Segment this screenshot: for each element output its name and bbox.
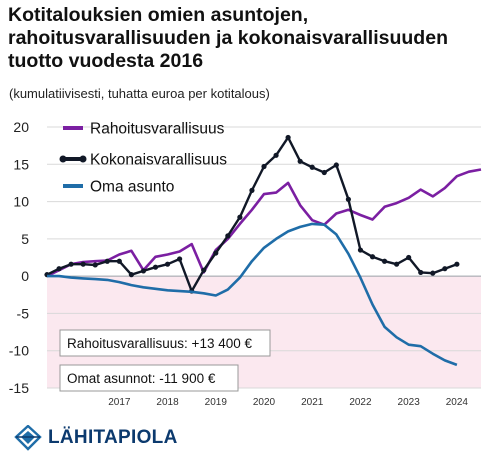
legend-label: Oma asunto (90, 179, 174, 196)
series-line-0 (46, 168, 482, 278)
data-point (261, 163, 267, 170)
data-point (116, 258, 122, 264)
data-point (213, 250, 219, 256)
data-point (454, 261, 460, 267)
legend-label: Rahoitusvarallisuus (90, 121, 225, 138)
data-point (442, 266, 448, 272)
data-point (140, 268, 147, 274)
y-tick-label: -15 (9, 380, 29, 396)
y-tick-label: 5 (21, 231, 29, 247)
x-tick-label: 2018 (156, 397, 179, 408)
x-tick-label: 2023 (398, 397, 421, 408)
data-point (225, 233, 231, 239)
data-point (201, 267, 207, 273)
x-tick-label: 2019 (205, 397, 228, 408)
x-tick-label: 2021 (301, 397, 324, 408)
data-point (381, 258, 388, 264)
data-point (345, 196, 351, 202)
x-tick-label: 2020 (253, 397, 276, 408)
y-tick-label: -10 (9, 343, 29, 359)
data-point (418, 269, 424, 276)
data-point (68, 261, 74, 267)
data-point (430, 270, 436, 276)
data-point (333, 162, 339, 168)
y-tick-label: -5 (17, 305, 30, 321)
legend-marker (59, 155, 67, 163)
data-point (237, 214, 243, 220)
legend-marker (79, 155, 87, 163)
annotations: Rahoitusvarallisuus: +13 400 € Omat asunn… (59, 329, 271, 392)
annotation-text: Omat asunnot: -11 900 € (67, 371, 216, 386)
data-point (164, 261, 171, 267)
data-point (273, 152, 279, 158)
y-axis-ticks: 20 15 10 5 0 -5 -10 -15 (9, 119, 29, 396)
data-point (321, 169, 327, 176)
data-point (297, 158, 303, 164)
data-point (80, 261, 86, 267)
data-point (249, 187, 255, 193)
annotation-box (59, 329, 271, 357)
data-point (309, 164, 315, 170)
tapiola-emblem-icon (14, 425, 42, 451)
annotation-box (59, 364, 239, 392)
chart-title: Kotitalouksien omien asuntojen, rahoitus… (8, 4, 448, 72)
y-tick-label: 0 (21, 268, 29, 284)
data-point (92, 262, 98, 268)
y-tick-label: 15 (13, 156, 29, 172)
data-point (394, 261, 400, 267)
y-tick-label: 10 (13, 194, 29, 210)
series-line-2 (47, 222, 458, 367)
data-point (104, 258, 110, 264)
legend: Rahoitusvarallisuus Kokonaisvarallisuus Om… (59, 121, 227, 196)
logo-text: LÄHITAPIOLA (48, 427, 178, 448)
x-tick-label: 2022 (349, 397, 372, 408)
x-tick-label: 2017 (108, 397, 131, 408)
x-tick-label: 2024 (446, 397, 469, 408)
legend-label: Kokonaisvarallisuus (90, 152, 227, 169)
data-point (357, 247, 364, 253)
x-axis-ticks: 2017 2018 2019 2020 2021 2022 2023 2024 (108, 397, 468, 408)
data-point (56, 266, 62, 272)
annotation-text: Rahoitusvarallisuus: +13 400 € (67, 336, 252, 351)
lahitapiola-logo: LÄHITAPIOLA (14, 424, 178, 452)
series-lines (44, 134, 482, 367)
data-point (369, 254, 376, 260)
data-point (128, 272, 134, 278)
data-point (406, 254, 412, 261)
data-point (285, 134, 291, 141)
y-tick-label: 20 (13, 119, 29, 135)
chart-subtitle: (kumulatiivisesti, tuhatta euroa per kot… (9, 86, 270, 101)
data-point (177, 256, 183, 262)
data-point (152, 264, 159, 270)
